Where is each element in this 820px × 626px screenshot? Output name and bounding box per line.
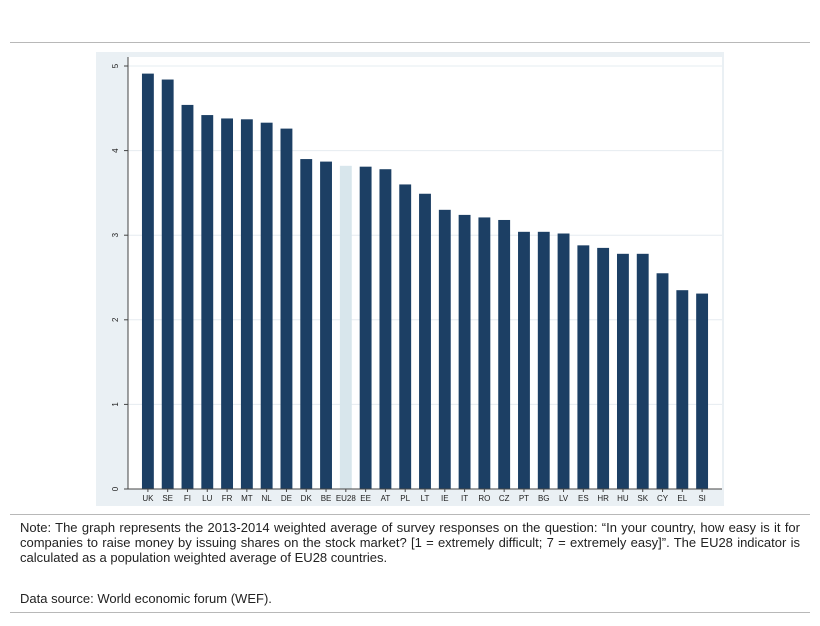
bar-at xyxy=(379,169,392,489)
bar-pt xyxy=(518,231,530,490)
bar-be xyxy=(320,161,332,489)
y-tick-label: 5 xyxy=(111,63,120,68)
bar-hr xyxy=(597,247,610,489)
bar-lv xyxy=(557,233,570,489)
bar-it xyxy=(458,214,471,489)
bar-es xyxy=(577,245,590,489)
top-divider xyxy=(10,42,810,43)
x-tick-label-ro: RO xyxy=(478,494,490,503)
bar-ie xyxy=(438,209,451,489)
bar-uk xyxy=(141,73,154,489)
chart-frame: 0 1 2 3 4 5 UK SE FI LU FR MT NL DE DK BE EU28 EE AT PL LT I… xyxy=(96,52,724,506)
x-tick-label-mt: MT xyxy=(241,494,253,503)
x-tick-label-lv: LV xyxy=(559,494,569,503)
bar-el xyxy=(676,290,689,489)
x-ticks: UK SE FI LU FR MT NL DE DK BE EU28 EE AT PL LT IE IT RO CZ… xyxy=(142,489,706,503)
x-tick-label-bg: BG xyxy=(538,494,550,503)
bar-cz xyxy=(498,219,511,490)
bar-pl xyxy=(399,184,412,489)
bar-bg xyxy=(537,231,550,490)
x-tick-label-lu: LU xyxy=(202,494,212,503)
y-tick-label: 4 xyxy=(111,148,120,153)
y-tick-label: 0 xyxy=(111,486,120,491)
x-tick-label-se: SE xyxy=(162,494,173,503)
middle-divider xyxy=(10,514,810,515)
bar-lu xyxy=(201,115,214,490)
x-tick-label-uk: UK xyxy=(142,494,154,503)
bar-ee xyxy=(359,166,372,489)
x-tick-label-el: EL xyxy=(677,494,687,503)
x-tick-label-sk: SK xyxy=(637,494,648,503)
x-tick-label-fi: FI xyxy=(184,494,191,503)
x-tick-label-at: AT xyxy=(381,494,391,503)
bottom-divider xyxy=(10,612,810,613)
x-tick-label-hr: HR xyxy=(597,494,609,503)
x-tick-label-dk: DK xyxy=(301,494,313,503)
bar-hu xyxy=(616,253,629,489)
bar-ro xyxy=(478,217,491,489)
y-ticks: 0 1 2 3 4 5 xyxy=(111,63,128,491)
x-tick-label-pl: PL xyxy=(400,494,410,503)
chart-note: Note: The graph represents the 2013-2014… xyxy=(20,520,800,565)
data-source: Data source: World economic forum (WEF). xyxy=(20,591,272,606)
x-tick-label-ie: IE xyxy=(441,494,449,503)
x-tick-label-cz: CZ xyxy=(499,494,510,503)
x-tick-label-lt: LT xyxy=(421,494,430,503)
x-tick-label-pt: PT xyxy=(519,494,529,503)
bar-sk xyxy=(636,253,649,489)
bar-dk xyxy=(300,159,313,489)
bar-eu28 xyxy=(339,165,352,489)
bar-de xyxy=(280,128,293,489)
y-tick-label: 1 xyxy=(111,402,120,407)
x-tick-label-de: DE xyxy=(281,494,292,503)
bar-si xyxy=(696,293,709,489)
bar-se xyxy=(161,79,174,489)
x-tick-label-si: SI xyxy=(698,494,706,503)
bar-fr xyxy=(221,118,234,490)
x-tick-label-eu28: EU28 xyxy=(336,494,357,503)
bar-cy xyxy=(656,273,669,489)
x-tick-label-nl: NL xyxy=(262,494,273,503)
bar-lt xyxy=(419,193,431,489)
bars xyxy=(141,73,709,490)
x-tick-label-hu: HU xyxy=(617,494,629,503)
bar-nl xyxy=(260,122,273,489)
y-tick-label: 2 xyxy=(111,317,120,322)
x-tick-label-it: IT xyxy=(461,494,468,503)
y-tick-label: 3 xyxy=(111,232,120,237)
x-tick-label-fr: FR xyxy=(222,494,233,503)
bar-chart: 0 1 2 3 4 5 UK SE FI LU FR MT NL DE DK BE EU28 EE AT PL LT I… xyxy=(111,57,722,503)
x-tick-label-ee: EE xyxy=(360,494,371,503)
bar-mt xyxy=(240,119,253,489)
x-tick-label-cy: CY xyxy=(657,494,669,503)
bar-fi xyxy=(181,104,194,489)
x-tick-label-es: ES xyxy=(578,494,589,503)
x-tick-label-be: BE xyxy=(321,494,332,503)
